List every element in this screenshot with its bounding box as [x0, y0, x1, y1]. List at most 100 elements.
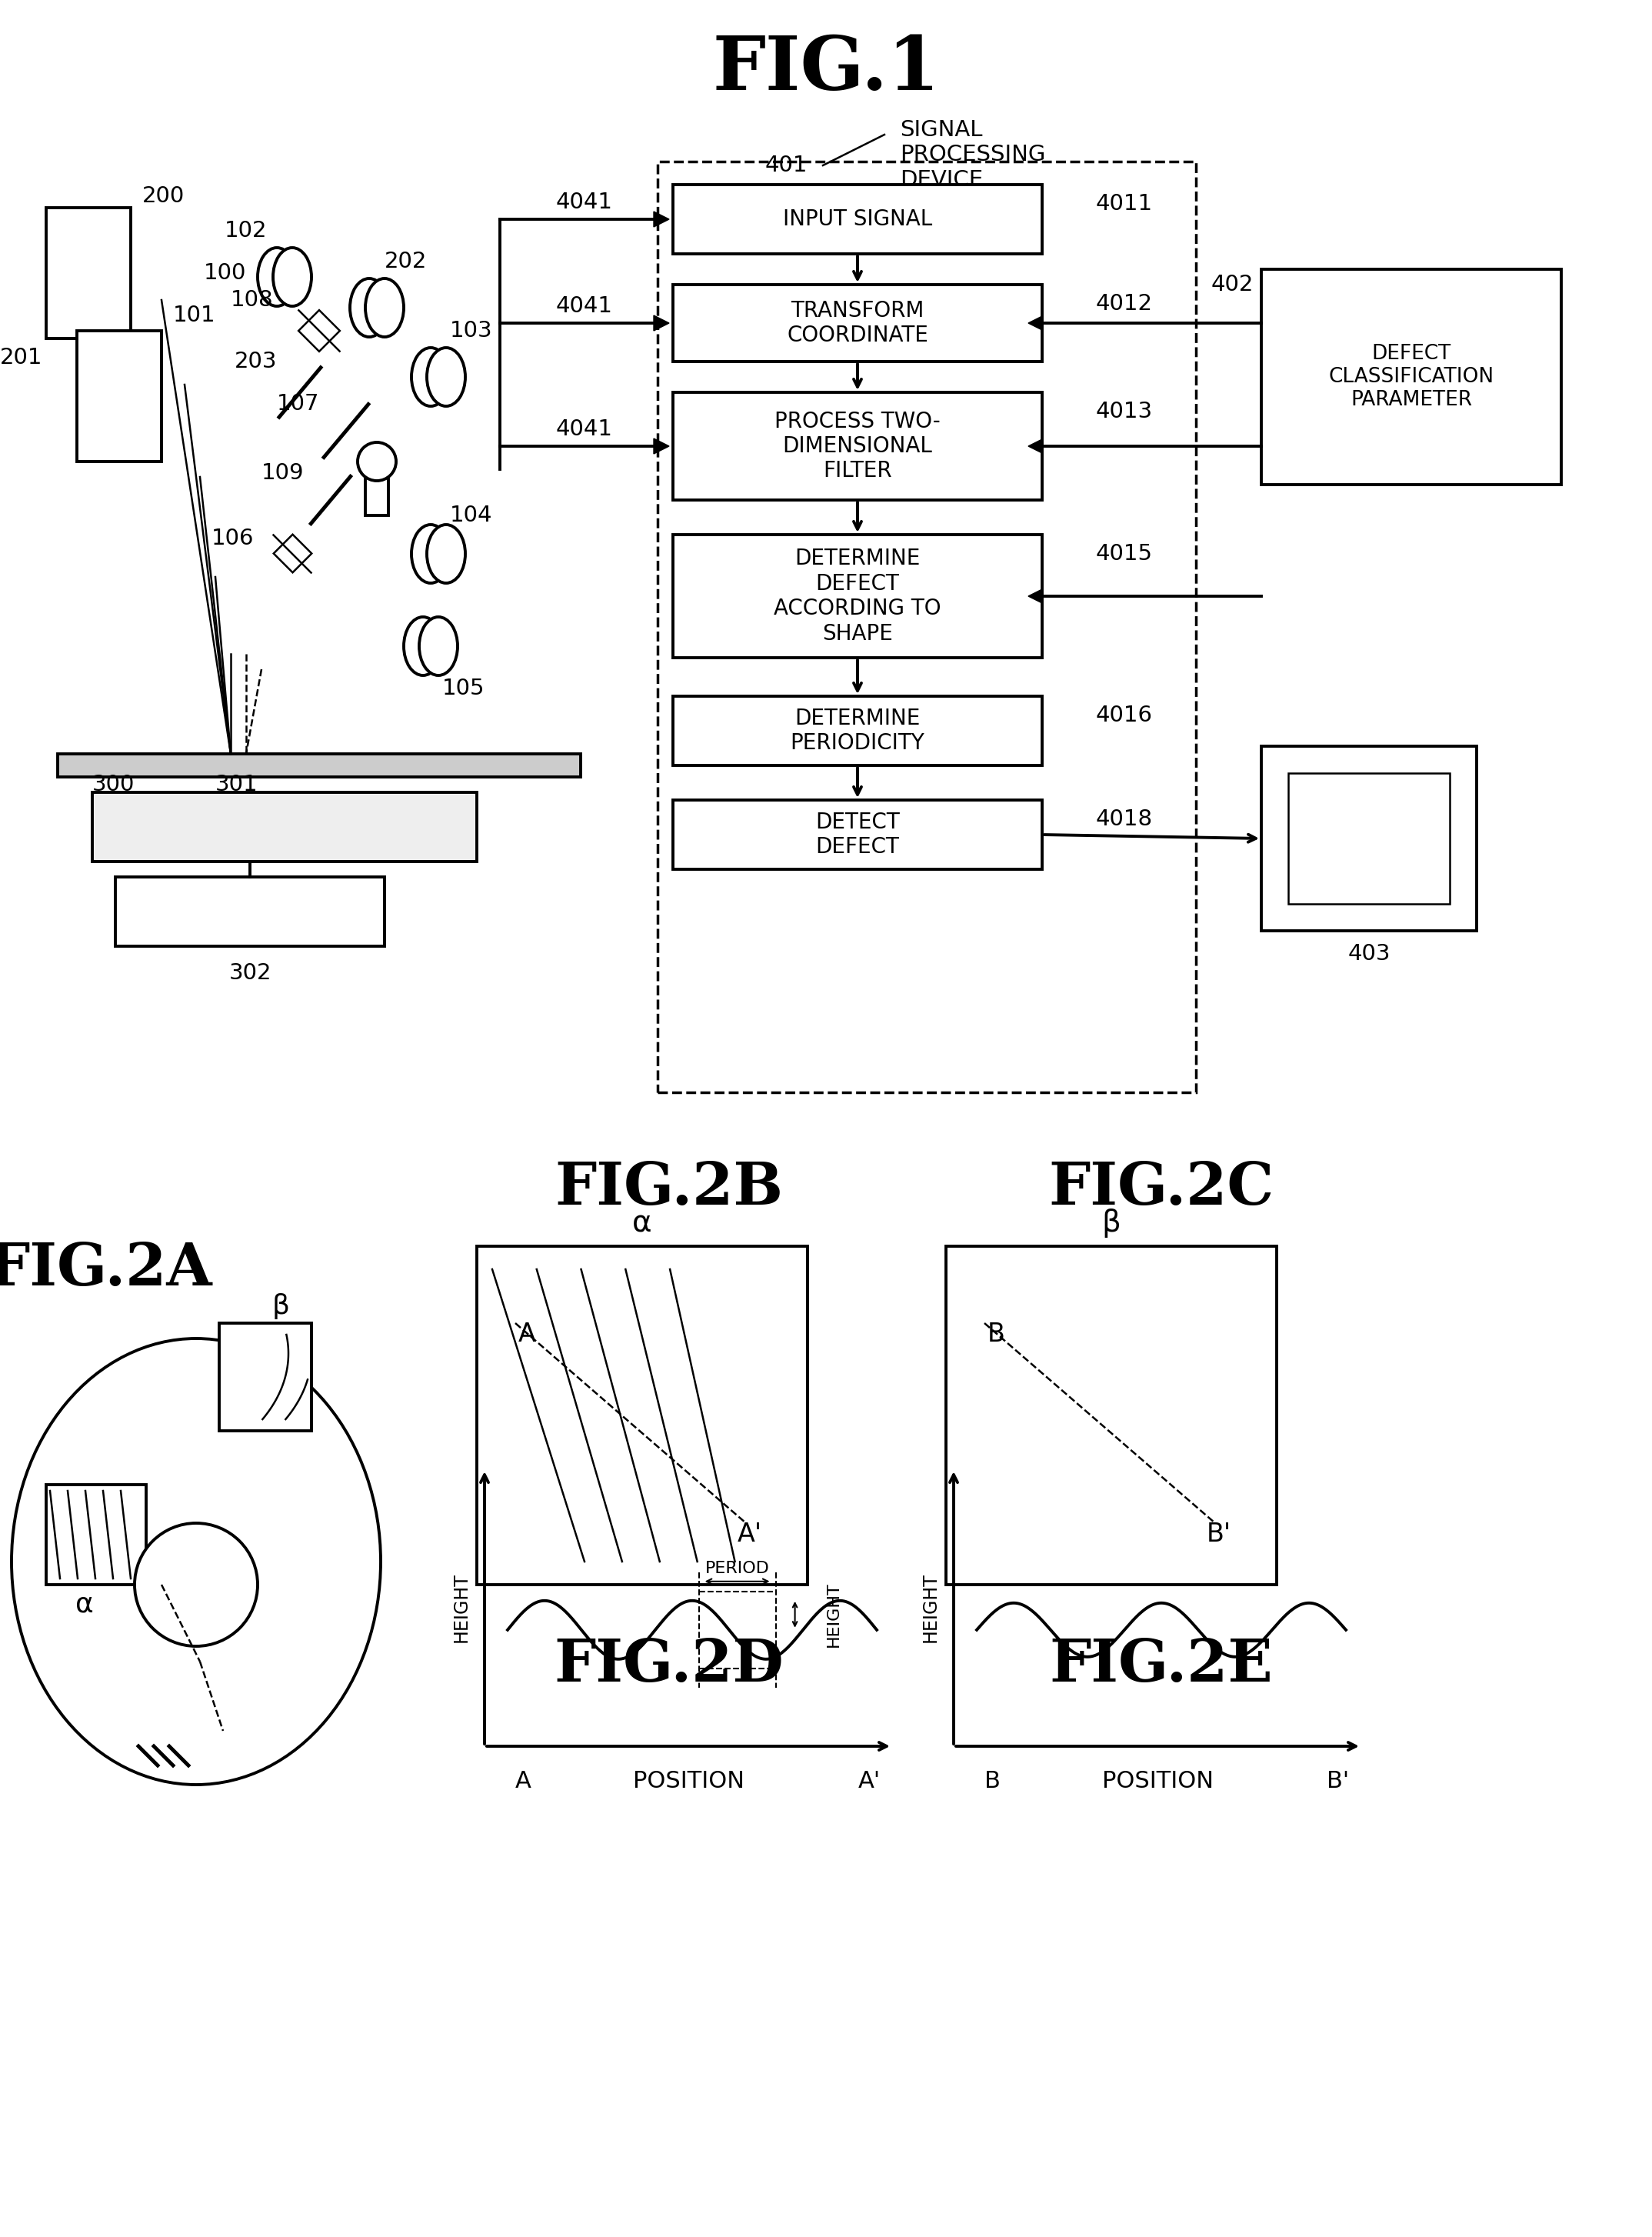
Text: A': A' — [737, 1521, 762, 1548]
Text: DEFECT
CLASSIFICATION
PARAMETER: DEFECT CLASSIFICATION PARAMETER — [1328, 344, 1493, 409]
Bar — [274, 535, 312, 573]
Text: 401: 401 — [765, 154, 808, 177]
Polygon shape — [654, 315, 669, 331]
Bar — [672, 284, 1042, 362]
Text: 107: 107 — [276, 394, 319, 414]
Bar — [299, 311, 340, 351]
Text: B: B — [988, 1322, 1004, 1347]
Text: SIGNAL
PROCESSING
DEVICE: SIGNAL PROCESSING DEVICE — [900, 119, 1046, 190]
Text: FIG.2B: FIG.2B — [555, 1161, 783, 1217]
Bar — [1262, 747, 1477, 931]
Polygon shape — [1028, 438, 1042, 454]
Text: 402: 402 — [1211, 273, 1254, 295]
Text: A: A — [519, 1322, 535, 1347]
Text: HEIGHT: HEIGHT — [453, 1573, 471, 1642]
Ellipse shape — [426, 526, 466, 584]
Circle shape — [357, 443, 396, 481]
Ellipse shape — [411, 526, 449, 584]
Bar — [1262, 268, 1561, 485]
Text: 4016: 4016 — [1095, 705, 1153, 727]
Bar — [672, 696, 1042, 765]
Text: B': B' — [1327, 1769, 1350, 1792]
Text: 4012: 4012 — [1095, 293, 1153, 315]
Text: 4011: 4011 — [1095, 192, 1153, 215]
Bar — [947, 1246, 1277, 1584]
Text: PERIOD: PERIOD — [705, 1561, 770, 1577]
Bar — [58, 754, 580, 776]
Text: 4013: 4013 — [1095, 400, 1153, 423]
Ellipse shape — [258, 248, 296, 306]
Text: A': A' — [857, 1769, 881, 1792]
Ellipse shape — [411, 347, 449, 407]
Text: 106: 106 — [211, 528, 254, 550]
Text: PROCESS TWO-
DIMENSIONAL
FILTER: PROCESS TWO- DIMENSIONAL FILTER — [775, 409, 940, 481]
Text: 100: 100 — [203, 262, 246, 284]
Text: POSITION: POSITION — [1102, 1769, 1213, 1792]
Text: B: B — [985, 1769, 999, 1792]
Text: 109: 109 — [261, 463, 304, 483]
Circle shape — [134, 1523, 258, 1646]
Text: 4018: 4018 — [1095, 808, 1153, 830]
Polygon shape — [654, 213, 669, 226]
Bar — [657, 161, 1196, 1092]
Text: β: β — [1102, 1208, 1120, 1237]
Text: A: A — [515, 1769, 530, 1792]
Bar — [672, 535, 1042, 658]
Bar — [220, 1322, 312, 1432]
Text: HEIGHT: HEIGHT — [826, 1582, 841, 1646]
Bar — [116, 877, 385, 946]
Polygon shape — [1028, 588, 1042, 604]
Ellipse shape — [350, 277, 388, 338]
Text: α: α — [76, 1591, 94, 1617]
Bar — [93, 792, 477, 861]
Text: DETERMINE
DEFECT
ACCORDING TO
SHAPE: DETERMINE DEFECT ACCORDING TO SHAPE — [773, 548, 942, 644]
Text: B': B' — [1206, 1521, 1231, 1548]
Bar — [672, 391, 1042, 501]
Polygon shape — [654, 438, 669, 454]
Text: POSITION: POSITION — [633, 1769, 743, 1792]
Bar — [78, 331, 162, 461]
Text: FIG.2D: FIG.2D — [553, 1637, 785, 1693]
Text: 108: 108 — [230, 289, 273, 311]
Text: 200: 200 — [142, 186, 185, 208]
Text: α: α — [633, 1208, 653, 1237]
Text: 201: 201 — [0, 347, 43, 369]
Text: 202: 202 — [385, 251, 428, 273]
Text: 302: 302 — [228, 962, 271, 984]
Ellipse shape — [273, 248, 312, 306]
Text: 104: 104 — [449, 506, 492, 526]
Text: TRANSFORM
COORDINATE: TRANSFORM COORDINATE — [786, 300, 928, 347]
Text: 102: 102 — [225, 219, 268, 242]
Bar — [46, 1485, 145, 1584]
Ellipse shape — [426, 347, 466, 407]
Text: 403: 403 — [1348, 944, 1391, 964]
Text: 4041: 4041 — [557, 192, 613, 213]
Text: 4041: 4041 — [557, 418, 613, 441]
Text: β: β — [273, 1293, 289, 1320]
Text: DETECT
DEFECT: DETECT DEFECT — [816, 812, 900, 857]
Bar — [1289, 774, 1450, 904]
Text: 300: 300 — [93, 774, 135, 796]
Bar — [672, 801, 1042, 870]
Bar — [46, 208, 131, 338]
Ellipse shape — [12, 1338, 380, 1785]
Text: DETERMINE
PERIODICITY: DETERMINE PERIODICITY — [790, 707, 925, 754]
Text: 301: 301 — [215, 774, 258, 796]
Text: 105: 105 — [443, 678, 486, 700]
Text: INPUT SIGNAL: INPUT SIGNAL — [783, 208, 932, 230]
Bar — [365, 454, 388, 515]
Text: FIG.2C: FIG.2C — [1049, 1161, 1274, 1217]
Ellipse shape — [365, 277, 403, 338]
Text: 4041: 4041 — [557, 295, 613, 318]
Text: FIG.1: FIG.1 — [712, 34, 940, 105]
Polygon shape — [1028, 315, 1042, 331]
Text: 103: 103 — [449, 320, 492, 342]
Text: HEIGHT: HEIGHT — [922, 1573, 940, 1642]
Bar — [672, 186, 1042, 253]
Text: FIG.2E: FIG.2E — [1049, 1637, 1274, 1693]
Ellipse shape — [420, 617, 458, 676]
Text: 4015: 4015 — [1095, 544, 1153, 564]
Text: 101: 101 — [173, 304, 216, 327]
Text: FIG.2A: FIG.2A — [0, 1242, 211, 1297]
Ellipse shape — [403, 617, 443, 676]
